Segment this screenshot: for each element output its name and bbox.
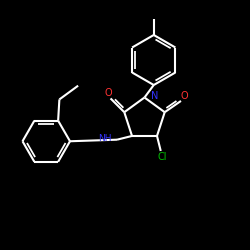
Text: Cl: Cl: [157, 152, 167, 162]
Text: NH: NH: [98, 134, 112, 143]
Text: O: O: [180, 92, 188, 102]
Text: O: O: [104, 88, 112, 99]
Text: N: N: [151, 91, 158, 101]
